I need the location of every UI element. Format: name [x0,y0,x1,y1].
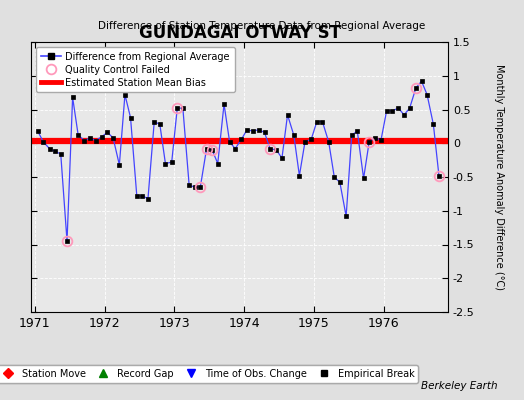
Text: Berkeley Earth: Berkeley Earth [421,381,498,391]
Line: Difference from Regional Average: Difference from Regional Average [36,79,441,243]
Difference from Regional Average [261,130,268,135]
Legend: Station Move, Record Gap, Time of Obs. Change, Empirical Break: Station Move, Record Gap, Time of Obs. C… [0,365,418,383]
Difference from Regional Average [134,194,140,198]
Difference from Regional Average [436,173,442,178]
Y-axis label: Monthly Temperature Anomaly Difference (°C): Monthly Temperature Anomaly Difference (… [494,64,504,290]
Difference from Regional Average [64,239,70,244]
Text: Difference of Station Temperature Data from Regional Average: Difference of Station Temperature Data f… [99,21,425,31]
Difference from Regional Average [162,161,169,166]
Difference from Regional Average [418,79,424,84]
Title: GUNDAGAI OTWAY ST: GUNDAGAI OTWAY ST [139,24,341,42]
Difference from Regional Average [93,138,99,143]
Difference from Regional Average [35,129,41,134]
Difference from Regional Average [384,108,390,113]
Difference from Regional Average [209,148,215,152]
